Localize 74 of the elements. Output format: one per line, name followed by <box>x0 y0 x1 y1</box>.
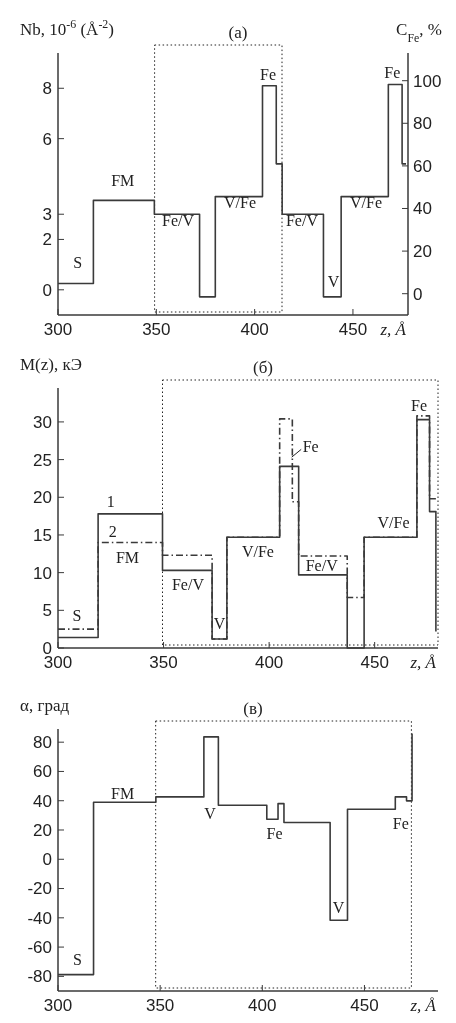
annotation: FM <box>111 785 135 803</box>
y-tick-label: 0 <box>42 280 52 300</box>
y-tick-label: 3 <box>42 205 52 225</box>
y-axis-title: Nb, 10$^{-6}$ (Å$^{-2}$) <box>20 17 114 39</box>
y-tick-label: -80 <box>27 967 52 987</box>
annotation: V/Fe <box>350 193 382 211</box>
x-tick-label: 350 <box>142 320 171 339</box>
chart-title: (в) <box>243 699 263 718</box>
y2-tick-label: 80 <box>413 114 432 134</box>
annotation: Fe <box>392 814 409 832</box>
y-axis-title: M(z), кЭ <box>20 355 82 374</box>
annotation: Fe/V <box>171 576 205 594</box>
x-tick-label: 450 <box>360 653 389 672</box>
x-axis-title: z, Å <box>379 320 407 339</box>
annotation: V <box>332 899 345 917</box>
annotation: V/Fe <box>224 193 256 211</box>
y-axis-title: α, град <box>20 696 70 715</box>
annotation: Fe <box>266 824 283 842</box>
x-tick-label: 400 <box>248 996 277 1015</box>
y-tick-label: 60 <box>33 762 52 782</box>
x-tick-label: 300 <box>43 996 73 1015</box>
y-tick-label: 80 <box>33 733 52 753</box>
x-tick-label: 350 <box>149 653 178 672</box>
y-tick-label: 25 <box>33 450 52 470</box>
y2-axis-title: C$_{Fe}$, % <box>396 20 442 45</box>
annotation: V <box>204 804 217 822</box>
annotation: S <box>72 951 82 969</box>
x-tick-label: 350 <box>145 996 175 1015</box>
y-tick-label: 2 <box>42 230 52 250</box>
annotation: S <box>73 254 83 272</box>
annotation: FM <box>111 171 135 189</box>
chart-title: (а) <box>228 23 248 42</box>
annotation: Fe <box>302 438 319 456</box>
y-tick-label: 5 <box>42 601 52 621</box>
x-tick-label: 300 <box>43 320 73 339</box>
y-tick-label: -40 <box>27 908 52 928</box>
annotation: Fe/V <box>162 212 195 230</box>
annotation: Fe <box>260 65 276 83</box>
annotation: Fe <box>384 64 401 82</box>
y-tick-label: -60 <box>27 938 52 958</box>
annotation: V <box>213 614 226 632</box>
annotation: 2 <box>108 523 117 541</box>
annotation: 1 <box>106 493 115 511</box>
y-tick-label: 10 <box>33 563 52 583</box>
y2-tick-label: 60 <box>413 156 432 176</box>
annotation: Fe/V <box>285 212 319 230</box>
annotation: S <box>72 607 82 625</box>
chart-title: (б) <box>253 358 273 377</box>
x-tick-label: 450 <box>350 996 379 1015</box>
y-tick-label: 30 <box>33 412 52 432</box>
y-tick-label: 40 <box>33 791 52 811</box>
y2-tick-label: 40 <box>413 199 432 219</box>
x-axis-title: z, Å <box>409 653 437 672</box>
y2-tick-label: 0 <box>413 284 423 304</box>
y-tick-label: 6 <box>42 129 52 149</box>
annotation: V/Fe <box>241 543 274 561</box>
x-tick-label: 300 <box>43 653 73 672</box>
annotation: V/Fe <box>377 513 410 531</box>
y-tick-label: 15 <box>33 525 52 545</box>
y2-tick-label: 20 <box>413 242 432 262</box>
annotation: Fe <box>411 397 427 415</box>
y-tick-label: 8 <box>42 79 52 99</box>
x-tick-label: 400 <box>254 653 284 672</box>
x-tick-label: 450 <box>338 320 368 339</box>
x-tick-label: 400 <box>240 320 269 339</box>
annotation: Fe/V <box>305 557 339 575</box>
y-tick-label: -20 <box>27 879 52 899</box>
y-tick-label: 20 <box>33 820 52 840</box>
y2-tick-label: 100 <box>413 71 442 91</box>
x-axis-title: z, Å <box>409 996 437 1015</box>
y-tick-label: 0 <box>42 850 52 870</box>
y-tick-label: 20 <box>33 488 52 508</box>
annotation: V <box>327 272 340 290</box>
annotation: FM <box>115 549 140 567</box>
